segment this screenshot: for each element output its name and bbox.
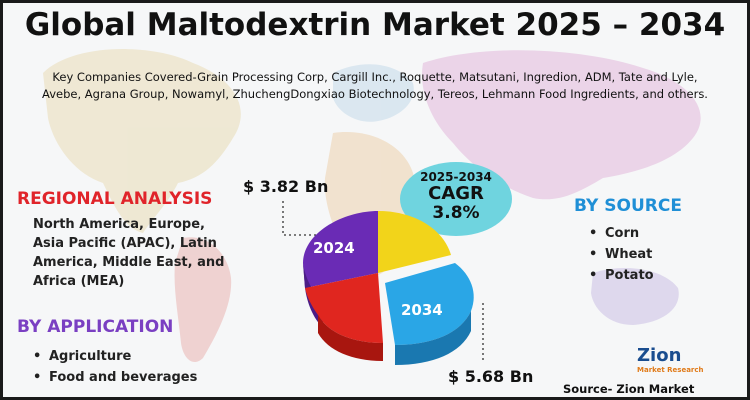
key-companies-text: Key Companies Covered-Grain Processing C…	[23, 69, 727, 103]
pie-slice-purple	[303, 211, 378, 288]
source-list: Corn Wheat Potato	[589, 223, 654, 286]
zion-logo-name: Zion	[637, 345, 681, 366]
by-application-heading: BY APPLICATION	[17, 317, 174, 337]
market-value-2034: $ 5.68 Bn	[448, 367, 534, 386]
by-source-heading: BY SOURCE	[574, 196, 682, 216]
cagr-value: 3.8%	[432, 203, 480, 223]
leader-line-2024	[282, 201, 318, 236]
pie-label-2034: 2034	[401, 301, 443, 319]
companies-line-2: Avebe, Agrana Group, Nowamyl, ZhuchengDo…	[42, 87, 708, 101]
pie-slice-red-side	[318, 315, 383, 361]
market-value-2024: $ 3.82 Bn	[243, 177, 329, 196]
companies-line-1: Key Companies Covered-Grain Processing C…	[52, 70, 698, 84]
pie-slice-blue-side	[395, 311, 471, 365]
regional-analysis-heading: REGIONAL ANALYSIS	[17, 189, 213, 209]
pie-label-2024: 2024	[313, 239, 355, 257]
application-item-food-beverages: Food and beverages	[33, 367, 197, 388]
source-credit: Source- Zion Market Research	[563, 382, 695, 397]
regional-analysis-text: North America, Europe, Asia Pacific (APA…	[33, 217, 225, 289]
cagr-label: CAGR	[428, 183, 484, 204]
application-list: Agriculture Food and beverages	[33, 346, 197, 388]
cagr-years: 2025-2034	[420, 170, 492, 184]
source-item-wheat: Wheat	[589, 244, 654, 265]
page-title: Global Maltodextrin Market 2025 – 2034	[24, 7, 726, 43]
zion-logo-tagline: Market Research	[637, 366, 704, 374]
pie-slice-blue	[385, 263, 474, 345]
pie-slice-red	[305, 273, 383, 343]
zion-logo: Zion Market Research	[637, 345, 704, 374]
market-pie-illustration: 2024 2034	[282, 201, 484, 365]
source-item-potato: Potato	[589, 265, 654, 286]
source-item-corn: Corn	[589, 223, 654, 244]
pie-slice-yellow	[378, 211, 451, 273]
application-item-agriculture: Agriculture	[33, 346, 197, 367]
